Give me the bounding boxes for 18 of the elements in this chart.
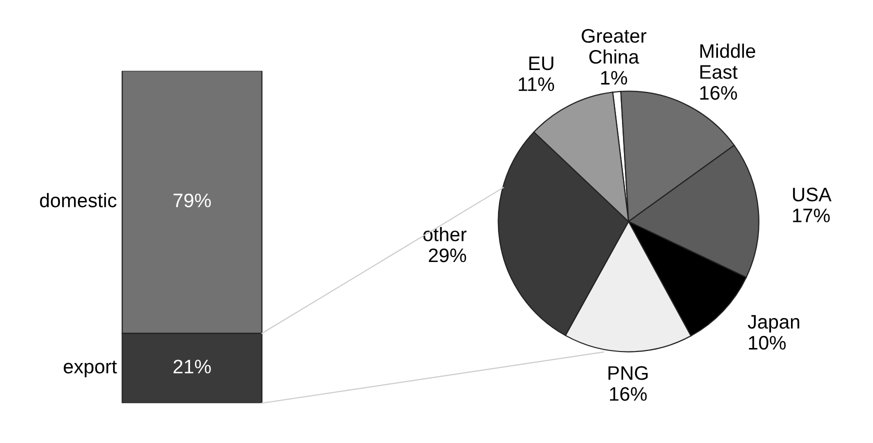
slice-label: Middle East bbox=[700, 44, 756, 79]
data-label: 10% bbox=[748, 336, 786, 350]
slice-label: PNG bbox=[608, 366, 648, 380]
data-label: 11% bbox=[518, 77, 554, 92]
data-label: 21% bbox=[174, 360, 211, 374]
data-label: 17% bbox=[793, 208, 830, 222]
data-label: 16% bbox=[700, 86, 737, 100]
slice-label: Japan bbox=[748, 315, 800, 333]
slice-label: other bbox=[423, 227, 466, 242]
series-label: domestic bbox=[40, 193, 116, 208]
data-label: 16% bbox=[610, 387, 647, 401]
data-label: 1% bbox=[601, 70, 628, 85]
slice-label: EU bbox=[529, 56, 554, 70]
series-label: export bbox=[64, 360, 117, 378]
data-label: 29% bbox=[428, 248, 466, 262]
slice-label: Greater China bbox=[582, 29, 646, 64]
slice-label: USA bbox=[793, 188, 832, 202]
data-label: 79% bbox=[174, 194, 211, 208]
